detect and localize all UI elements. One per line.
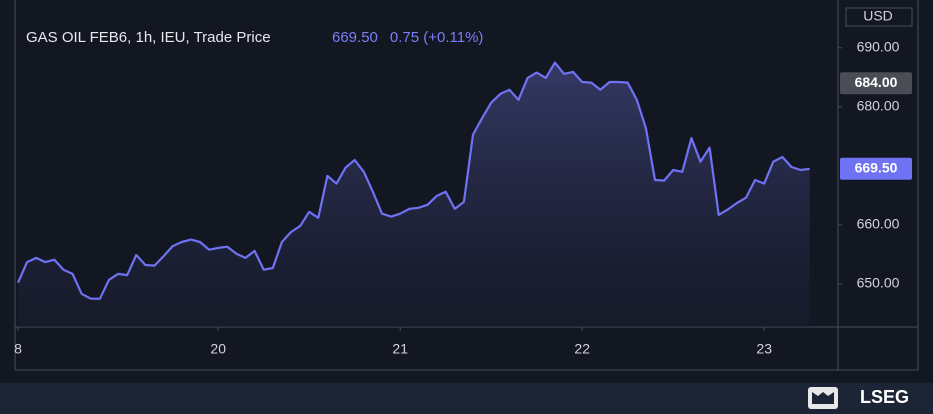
y-tick-label: 680.00 bbox=[857, 98, 900, 114]
y-tick-label: 660.00 bbox=[857, 216, 900, 232]
x-tick-label: 22 bbox=[574, 341, 590, 357]
chart-title: GAS OIL FEB6, 1h, IEU, Trade Price bbox=[26, 29, 271, 46]
brand-logo: LSEG bbox=[808, 387, 909, 409]
y-tick-label: 690.00 bbox=[857, 39, 900, 55]
price-change: 0.75 (+0.11%) bbox=[390, 29, 484, 46]
price-badge-label: 684.00 bbox=[855, 74, 898, 90]
price-line bbox=[16, 61, 810, 300]
footer-bar bbox=[0, 383, 933, 414]
y-tick-label: 650.00 bbox=[857, 275, 900, 291]
logo-icon-detail bbox=[812, 392, 834, 404]
last-price: 669.50 bbox=[332, 29, 378, 46]
x-tick-label: 8 bbox=[14, 341, 22, 357]
x-tick-label: 20 bbox=[210, 341, 226, 357]
x-tick-label: 21 bbox=[392, 341, 408, 357]
plot bbox=[16, 61, 810, 327]
price-badge bbox=[840, 72, 912, 95]
currency-box bbox=[845, 7, 913, 27]
currency-label: USD bbox=[863, 8, 893, 24]
price-badge bbox=[840, 157, 912, 180]
x-tick-label: 23 bbox=[756, 341, 772, 357]
area bbox=[18, 62, 810, 327]
price-badge-label: 669.50 bbox=[855, 160, 898, 176]
brand-name: LSEG bbox=[860, 387, 909, 407]
